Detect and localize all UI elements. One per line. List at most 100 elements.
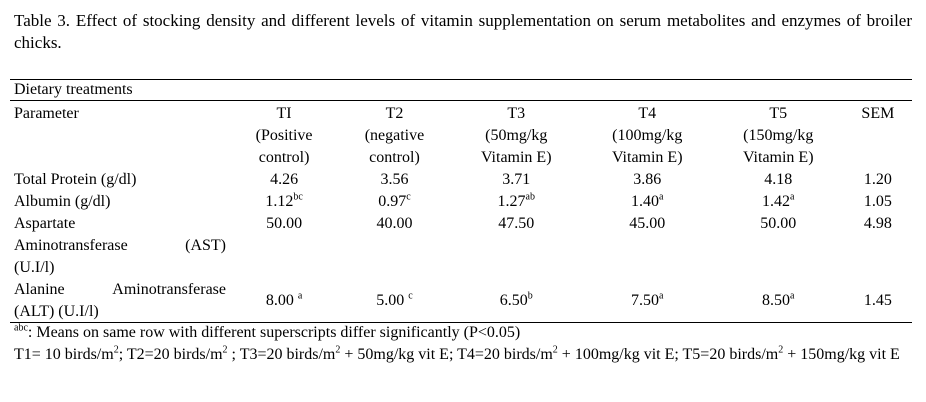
cell-sem: 1.20 [863, 171, 892, 188]
col-header-parameter: Parameter [14, 105, 79, 122]
cell-number: 3.56 [380, 171, 409, 188]
col-header-t3: T3 (50mg/kg Vitamin E) [451, 103, 582, 169]
cell-number: 8.50 [762, 292, 791, 309]
col-header-t4-line: T4 [638, 105, 657, 122]
def-superscript: 2 [222, 344, 228, 356]
cell-value: 7.50a [582, 279, 713, 323]
cell-value: 0.97c [338, 191, 451, 213]
col-header-t2-line: control) [369, 149, 420, 166]
cell-value: 3.71 [451, 169, 582, 191]
cell-superscript: c [406, 191, 411, 203]
cell-number: 8.00 [265, 292, 294, 309]
def-text: ; T3=20 birds/m [227, 346, 336, 363]
cell-number: 50.00 [266, 215, 303, 232]
row-label: Aspartate Aminotransferase (AST) (U.I/l) [10, 213, 230, 279]
col-header-t2-line: T2 [385, 105, 404, 122]
cell-superscript: a [790, 191, 795, 203]
cell-number: 3.71 [502, 171, 531, 188]
cell-value: 47.50 [451, 213, 582, 279]
header-row: Parameter TI (Positive control) T2 (nega… [10, 103, 912, 169]
cell-value: 3.86 [582, 169, 713, 191]
table-row: Albumin (g/dl) 1.12bc 0.97c 1.27ab 1.40a… [10, 191, 912, 213]
cell-superscript: c [408, 290, 413, 302]
bottom-rule [10, 322, 912, 323]
cell-number: 3.86 [633, 171, 662, 188]
cell-number: 6.50 [499, 292, 528, 309]
table-row: Alanine Aminotransferase (ALT) (U.I/l) 8… [10, 279, 912, 323]
group-header: Dietary treatments [14, 81, 133, 98]
cell-value: 6.50b [451, 279, 582, 323]
cell-number: 4.18 [764, 171, 793, 188]
row-label: Total Protein (g/dl) [14, 171, 137, 188]
cell-number: 4.26 [270, 171, 299, 188]
cell-superscript: a [790, 290, 795, 302]
table-footnotes: abc: Means on same row with different su… [14, 322, 912, 366]
row-label-line: Aspartate [14, 215, 76, 232]
def-text: ; T2=20 birds/m [118, 346, 223, 363]
col-header-t1-line: control) [258, 149, 310, 166]
top-rule [10, 79, 912, 80]
cell-superscript: b [527, 290, 533, 302]
row-label: Alanine Aminotransferase (ALT) (U.I/l) [10, 279, 230, 323]
cell-superscript: a [659, 290, 664, 302]
row-label-line: Alanine Aminotransferase [14, 281, 226, 298]
col-header-t1-line: (Positive [255, 127, 313, 144]
col-header-sem: SEM [861, 105, 895, 122]
cell-value: 1.42a [713, 191, 844, 213]
cell-value: 40.00 [338, 213, 451, 279]
table-caption: Table 3. Effect of stocking density and … [14, 11, 912, 52]
note-superscript: abc [14, 322, 28, 334]
cell-value: 4.18 [713, 169, 844, 191]
cell-value: 3.56 [338, 169, 451, 191]
cell-number: 5.00 [376, 292, 405, 309]
col-header-t5-line: Vitamin E) [742, 149, 814, 166]
col-header-t1: TI (Positive control) [230, 103, 338, 169]
col-header-t1-line: TI [276, 105, 292, 122]
cell-superscript: a [297, 290, 303, 302]
cell-number: 1.27 [497, 193, 526, 210]
col-header-t4: T4 (100mg/kg Vitamin E) [582, 103, 713, 169]
col-header-t4-line: Vitamin E) [611, 149, 683, 166]
cell-value: 1.27ab [451, 191, 582, 213]
table-row: Aspartate Aminotransferase (AST) (U.I/l)… [10, 213, 912, 279]
cell-number: 1.12 [265, 193, 294, 210]
col-header-t4-line: (100mg/kg [612, 127, 683, 144]
cell-value: 1.12bc [230, 191, 338, 213]
cell-value: 5.00 c [338, 279, 451, 323]
cell-value: 1.40a [582, 191, 713, 213]
row-label-line: (ALT) (U.I/l) [14, 303, 99, 320]
cell-number: 7.50 [631, 292, 660, 309]
cell-number: 50.00 [760, 215, 797, 232]
cell-value: 4.26 [230, 169, 338, 191]
cell-number: 0.97 [378, 193, 407, 210]
cell-superscript: a [659, 191, 664, 203]
significance-note: abc: Means on same row with different su… [14, 322, 912, 344]
def-text: + 150mg/kg vit E [783, 346, 900, 363]
table-row: Total Protein (g/dl) 4.26 3.56 3.71 3.86… [10, 169, 912, 191]
cell-value: 8.00 a [230, 279, 338, 323]
cell-superscript: bc [293, 191, 303, 203]
data-table: Parameter TI (Positive control) T2 (nega… [10, 103, 912, 323]
cell-superscript: ab [525, 191, 535, 203]
cell-number: 45.00 [629, 215, 666, 232]
cell-value: 8.50a [713, 279, 844, 323]
cell-sem: 4.98 [863, 215, 892, 232]
cell-number: 1.42 [762, 193, 791, 210]
def-text: T1= 10 birds/m [14, 346, 114, 363]
cell-number: 40.00 [376, 215, 413, 232]
cell-value: 50.00 [713, 213, 844, 279]
row-label: Albumin (g/dl) [14, 193, 111, 210]
row-label-line: (U.I/l) [14, 259, 55, 276]
col-header-t5: T5 (150mg/kg Vitamin E) [713, 103, 844, 169]
row-label-line: Aminotransferase (AST) [14, 237, 226, 254]
treatment-definitions: T1= 10 birds/m2; T2=20 birds/m2 ; T3=20 … [14, 344, 912, 366]
col-header-t3-line: Vitamin E) [480, 149, 552, 166]
cell-number: 47.50 [498, 215, 535, 232]
def-superscript: 2 [778, 344, 784, 356]
col-header-t2: T2 (negative control) [338, 103, 451, 169]
cell-sem: 1.45 [863, 292, 892, 309]
col-header-t2-line: (negative [364, 127, 425, 144]
note-text: : Means on same row with different super… [27, 324, 521, 341]
col-header-t3-line: T3 [507, 105, 526, 122]
def-superscript: 2 [113, 344, 119, 356]
